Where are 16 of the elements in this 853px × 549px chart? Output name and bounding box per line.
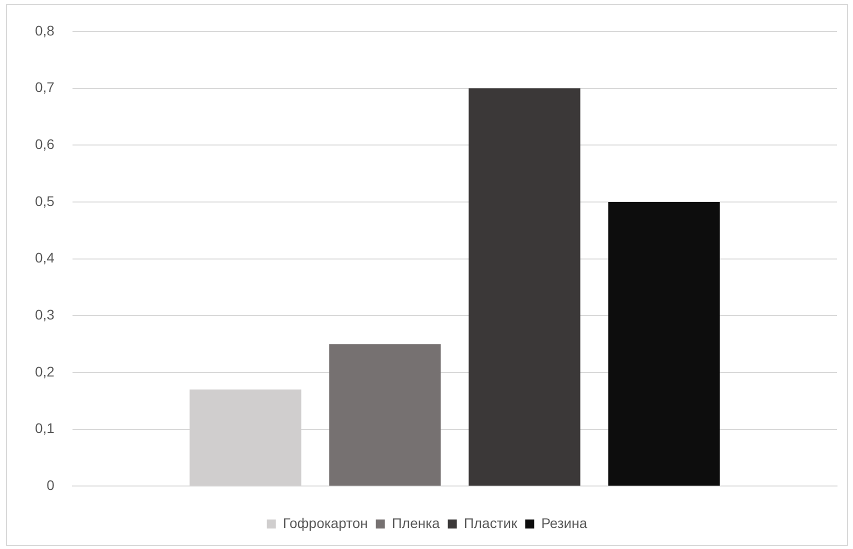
y-tick-label: 0,4 <box>34 250 55 266</box>
y-tick-label: 0,5 <box>34 192 55 209</box>
legend-label: Пленка <box>392 514 440 531</box>
legend-label: Гофрокартон <box>282 514 368 531</box>
y-tick-label: 0,1 <box>34 420 55 436</box>
legend-label: Пластик <box>464 514 518 531</box>
y-tick-label: 0,7 <box>34 79 55 96</box>
y-tick-label: 0,3 <box>34 306 55 323</box>
y-tick-label: 0,6 <box>34 136 55 152</box>
legend-label: Резина <box>541 514 588 531</box>
y-tick-label: 0,2 <box>34 363 55 380</box>
y-tick-label: 0,8 <box>34 22 55 38</box>
y-tick-label: 0 <box>46 477 55 494</box>
bar <box>329 344 441 486</box>
bar <box>468 88 580 486</box>
bar <box>608 202 720 486</box>
